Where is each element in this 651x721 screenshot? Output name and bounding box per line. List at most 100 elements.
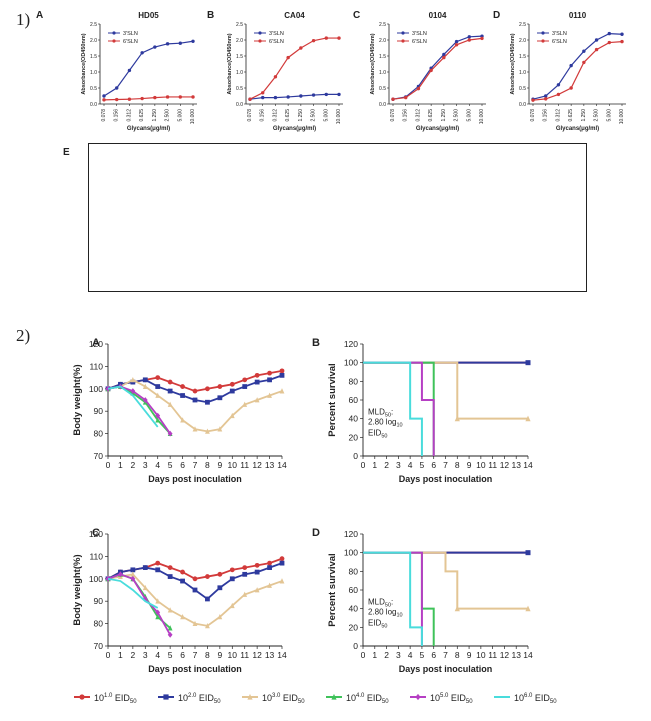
x-tick-label: 1.250 bbox=[441, 109, 447, 122]
microscopy-panel bbox=[88, 143, 587, 292]
data-point bbox=[167, 388, 173, 394]
annotation-text: 2.80 log bbox=[368, 418, 396, 427]
data-point bbox=[153, 95, 157, 100]
data-point bbox=[267, 377, 272, 383]
y-tick-label: 120 bbox=[344, 339, 358, 349]
y-tick-label: 90 bbox=[94, 596, 104, 606]
data-point bbox=[140, 51, 144, 55]
y-tick-label: 40 bbox=[349, 414, 359, 424]
x-tick-label: 0.312 bbox=[126, 109, 132, 122]
y-tick-label: 100 bbox=[89, 574, 103, 584]
data-point bbox=[142, 377, 148, 383]
panel-letter: B bbox=[312, 337, 320, 349]
data-point bbox=[142, 383, 148, 389]
data-point bbox=[273, 75, 278, 79]
data-point bbox=[267, 560, 272, 566]
y-tick-label: 70 bbox=[94, 641, 104, 651]
data-point bbox=[115, 97, 119, 102]
legend-label: 103.0 EID50 bbox=[262, 693, 305, 705]
y-tick-label: 110 bbox=[89, 551, 103, 561]
x-tick-label: 11 bbox=[240, 460, 249, 470]
data-point bbox=[205, 386, 210, 392]
data-point bbox=[217, 395, 223, 401]
legend-marker bbox=[331, 693, 337, 700]
data-point bbox=[130, 376, 136, 383]
x-tick-label: 0.156 bbox=[403, 109, 409, 122]
x-tick-label: 7 bbox=[193, 460, 198, 470]
legend-marker bbox=[401, 31, 405, 35]
y-axis-label: Absorbance(OD450nm) bbox=[81, 33, 87, 94]
y-tick-label: 0.0 bbox=[379, 102, 386, 108]
data-point bbox=[254, 397, 260, 403]
survival-step bbox=[363, 361, 528, 420]
x-tick-label: 10.000 bbox=[479, 109, 485, 125]
series-line bbox=[103, 40, 194, 97]
annotation-text: 2.80 log bbox=[368, 608, 396, 617]
x-tick-label: 14 bbox=[523, 460, 533, 470]
x-tick-label: 0.156 bbox=[260, 109, 266, 122]
x-tick-label: 3 bbox=[396, 460, 401, 470]
data-point bbox=[254, 379, 260, 385]
y-tick-label: 120 bbox=[344, 529, 358, 539]
x-axis-label: Days post inoculation bbox=[148, 664, 242, 674]
x-tick-label: 12 bbox=[252, 650, 262, 660]
x-tick-label: 0 bbox=[106, 650, 111, 660]
x-axis-label: Days post inoculation bbox=[148, 474, 242, 484]
series-line bbox=[107, 385, 159, 428]
x-tick-label: 8 bbox=[205, 650, 210, 660]
x-tick-label: 4 bbox=[408, 650, 413, 660]
legend-label: 3'SLN bbox=[412, 31, 427, 37]
x-tick-label: 7 bbox=[443, 460, 448, 470]
legend-text: EID bbox=[112, 693, 130, 703]
y-tick-label: 1.0 bbox=[519, 70, 526, 76]
data-point bbox=[242, 565, 248, 570]
y-tick-label: 0.0 bbox=[519, 102, 526, 108]
data-point bbox=[261, 91, 265, 95]
y-axis-label: Absorbance(OD450nm) bbox=[227, 33, 233, 94]
data-point bbox=[229, 388, 235, 394]
x-tick-label: 3 bbox=[143, 460, 148, 470]
y-tick-label: 2.0 bbox=[379, 38, 386, 44]
x-tick-label: 7 bbox=[193, 650, 198, 660]
data-point bbox=[167, 625, 173, 631]
legend-marker bbox=[247, 693, 253, 700]
y-tick-label: 2.5 bbox=[379, 22, 386, 28]
chart-title: 0110 bbox=[569, 11, 587, 20]
x-tick-label: 2 bbox=[130, 650, 135, 660]
y-tick-label: 2.0 bbox=[236, 38, 243, 44]
x-tick-label: 8 bbox=[455, 650, 460, 660]
legend-item: 105.0 EID50 bbox=[410, 693, 473, 705]
y-tick-label: 1.5 bbox=[519, 54, 526, 60]
y-tick-label: 1.0 bbox=[379, 70, 386, 76]
y-tick-label: 20 bbox=[349, 622, 359, 632]
y-tick-label: 110 bbox=[89, 361, 103, 371]
legend-label: 6'SLN bbox=[269, 39, 284, 45]
x-tick-label: 9 bbox=[217, 650, 222, 660]
x-tick-label: 0.156 bbox=[114, 109, 120, 122]
data-point bbox=[254, 562, 260, 568]
series-line bbox=[392, 37, 483, 100]
data-point bbox=[217, 384, 223, 389]
data-point bbox=[254, 372, 260, 378]
data-point bbox=[217, 571, 223, 577]
data-point bbox=[191, 95, 195, 99]
data-point bbox=[311, 38, 316, 43]
data-point bbox=[192, 620, 198, 626]
data-point bbox=[191, 39, 195, 43]
legend-text: EID bbox=[364, 693, 382, 703]
y-tick-label: 0.5 bbox=[90, 86, 97, 92]
data-point bbox=[454, 39, 459, 44]
x-tick-label: 10.000 bbox=[336, 109, 342, 125]
y-tick-label: 80 bbox=[349, 376, 359, 386]
data-point bbox=[167, 565, 173, 570]
series-line bbox=[107, 573, 171, 629]
data-point bbox=[416, 86, 421, 91]
y-tick-label: 0.5 bbox=[519, 86, 526, 92]
x-tick-label: 11 bbox=[488, 460, 497, 470]
legend-text: EID bbox=[196, 693, 214, 703]
legend-label: 101.0 EID50 bbox=[94, 693, 137, 705]
y-axis-label: Percent survival bbox=[327, 553, 338, 626]
data-point bbox=[205, 574, 210, 579]
